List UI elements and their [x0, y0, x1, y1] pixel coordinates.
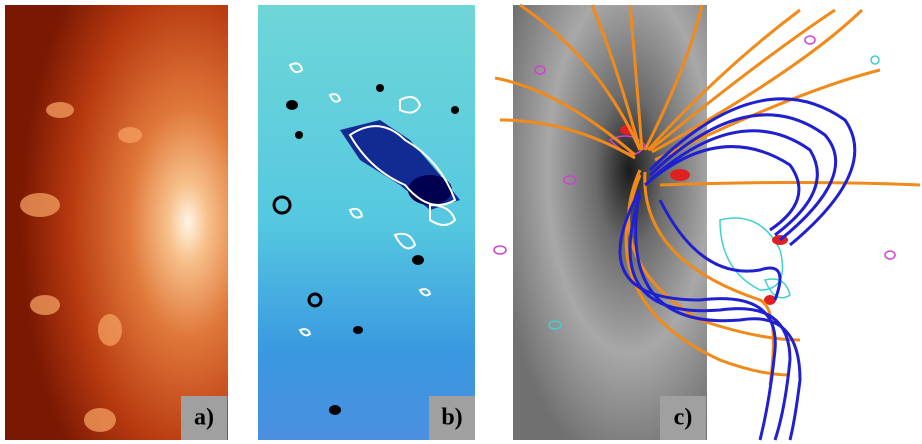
gray-image	[513, 5, 707, 440]
panel-b	[258, 5, 475, 440]
euv-image	[5, 5, 228, 440]
bright-features	[20, 102, 142, 432]
label-box	[181, 396, 227, 440]
cyan-contours	[548, 55, 880, 330]
panel-c	[493, 3, 921, 441]
magnetogram	[258, 5, 475, 440]
panel-label: c)	[674, 405, 693, 431]
panel-label: a)	[194, 405, 214, 431]
label-box	[429, 396, 475, 440]
open-field-lines	[494, 3, 921, 386]
positive-polarity	[272, 84, 459, 415]
label-box	[660, 396, 706, 440]
panel-label: b)	[441, 405, 462, 431]
panel-a	[5, 5, 228, 440]
contours	[288, 62, 457, 337]
closed-loops	[618, 97, 857, 441]
